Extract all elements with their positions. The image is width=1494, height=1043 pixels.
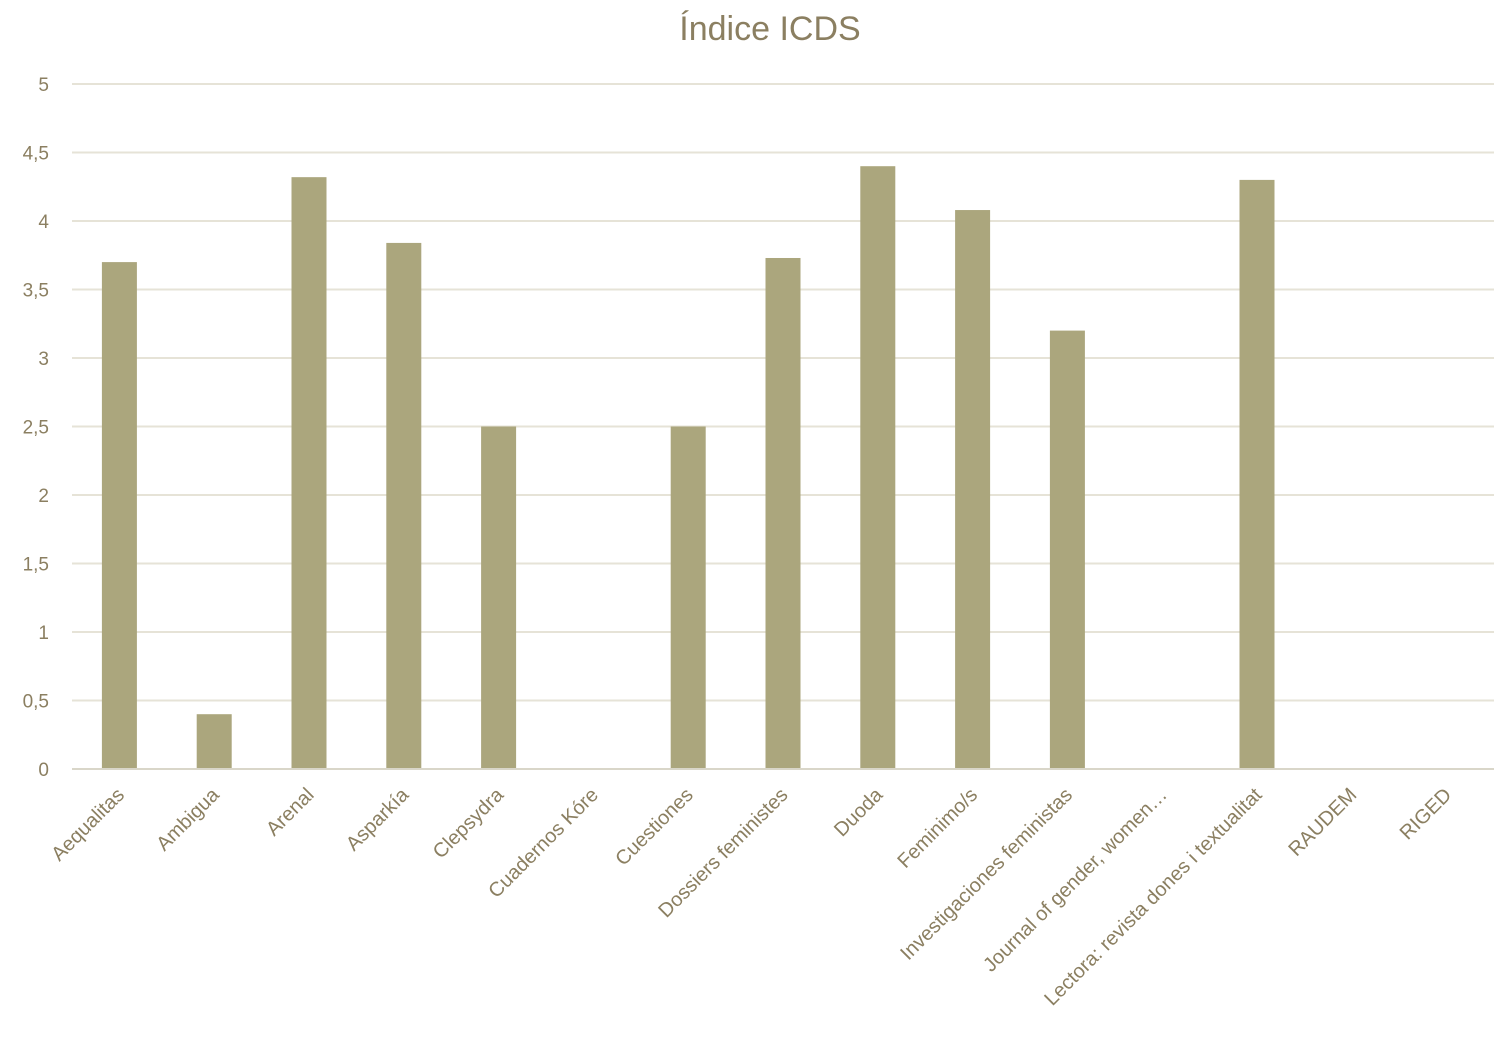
- y-tick-label: 3,5: [23, 281, 49, 302]
- x-tick-label: Journal of gender, women…: [979, 784, 1171, 976]
- bar: [101, 262, 137, 769]
- bar: [196, 714, 232, 769]
- y-tick-label: 1,5: [23, 555, 49, 576]
- y-tick-label: 4,5: [23, 144, 49, 165]
- y-tick-label: 0: [38, 760, 49, 781]
- bar: [765, 257, 801, 769]
- x-tick-label: Cuestiones: [611, 784, 697, 870]
- bar: [955, 210, 991, 770]
- chart-title: Índice ICDS: [679, 10, 860, 48]
- bar: [386, 242, 422, 770]
- x-tick-label: Duoda: [830, 783, 888, 841]
- x-tick-label: Ambigua: [152, 783, 224, 855]
- x-tick-label: RAUDEM: [1284, 784, 1361, 861]
- x-tick-label: Investigaciones feministas: [896, 784, 1077, 965]
- bar: [291, 177, 327, 769]
- y-axis-ticks: 0 0,5 1 1,5 2 2,5 3 3,5 4 4,5 5: [23, 75, 50, 781]
- bar: [860, 166, 896, 769]
- bar: [1049, 330, 1085, 769]
- y-tick-label: 3: [38, 349, 49, 370]
- y-tick-label: 4: [38, 212, 49, 233]
- bar: [1239, 179, 1275, 769]
- bar: [670, 426, 706, 769]
- y-tick-label: 0,5: [23, 692, 49, 713]
- y-tick-label: 2,5: [23, 418, 49, 439]
- x-axis-labels: Aequalitas Ambigua Arenal Asparkía Clepsydra…: [47, 783, 1456, 1010]
- x-tick-label: Arenal: [262, 784, 318, 840]
- y-tick-label: 2: [38, 486, 49, 507]
- x-tick-label: Aequalitas: [47, 784, 129, 866]
- x-tick-label: Asparkía: [342, 783, 414, 855]
- x-tick-label: Clepsydra: [429, 783, 509, 863]
- y-tick-label: 5: [38, 75, 49, 96]
- y-tick-label: 1: [38, 623, 49, 644]
- x-tick-label: Feminimo/s: [893, 784, 982, 873]
- x-tick-label: RIGED: [1396, 784, 1456, 844]
- bars: [101, 166, 1275, 770]
- bar: [481, 426, 517, 769]
